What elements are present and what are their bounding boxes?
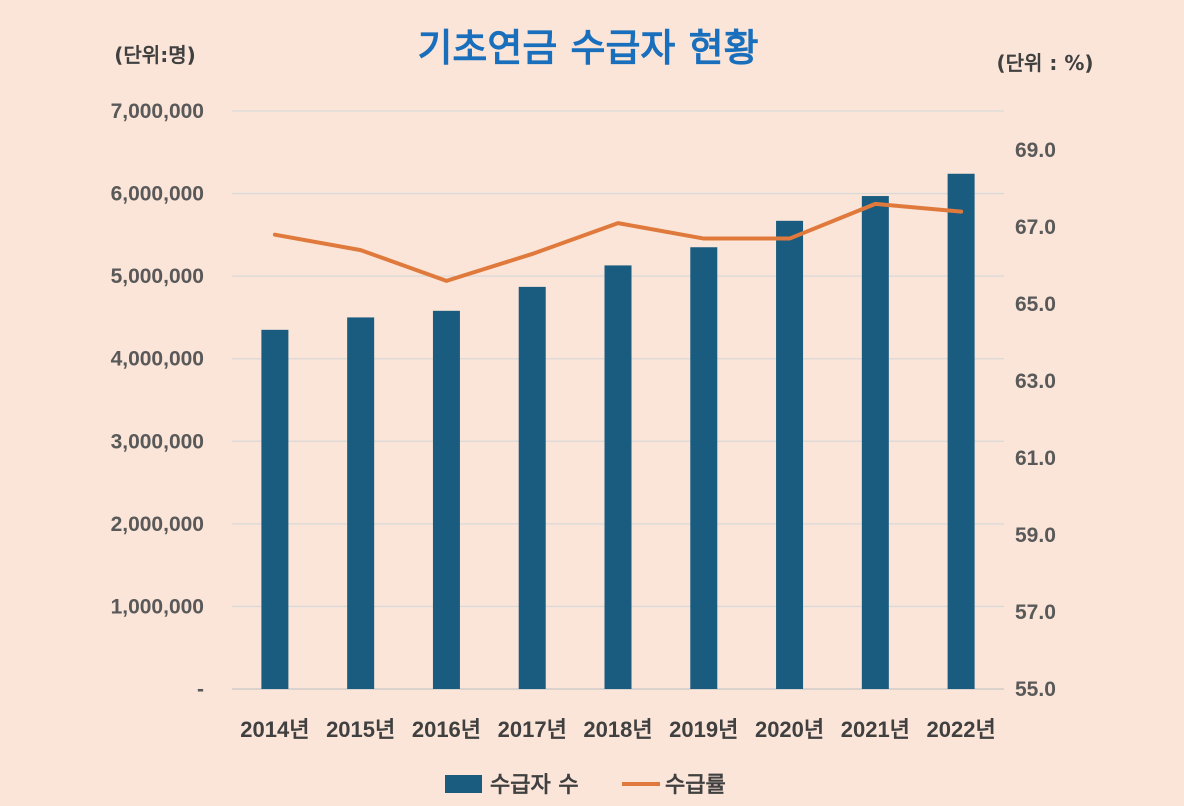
y-right-tick-label: 65.0 xyxy=(1015,293,1056,316)
x-tick-label: 2022년 xyxy=(927,717,996,742)
bar xyxy=(347,317,375,689)
bar xyxy=(604,265,632,689)
y-right-tick-label: 61.0 xyxy=(1015,447,1056,470)
y-right-tick-label: 69.0 xyxy=(1015,139,1056,162)
x-tick-label: 2019년 xyxy=(669,717,738,742)
x-tick-label: 2016년 xyxy=(412,717,481,742)
bar xyxy=(861,196,889,689)
x-tick-label: 2017년 xyxy=(498,717,567,742)
right-unit-label: (단위 : %) xyxy=(996,51,1093,75)
y-left-tick-label: 1,000,000 xyxy=(111,595,204,618)
y-left-tick-label: 4,000,000 xyxy=(111,348,204,371)
bar xyxy=(947,173,975,690)
legend-label-line: 수급률 xyxy=(665,773,726,798)
x-tick-label: 2015년 xyxy=(326,717,395,742)
line-series xyxy=(272,201,964,283)
x-axis: 2014년 2015년 2016년 2017년 2018년 2019년 2020년 2021년… xyxy=(240,717,995,742)
y-left-tick-label: 2,000,000 xyxy=(111,513,204,536)
bar xyxy=(518,286,546,689)
y-right-tick-label: 59.0 xyxy=(1015,524,1056,547)
x-tick-label: 2020년 xyxy=(755,717,824,742)
bar xyxy=(690,247,718,689)
bar xyxy=(776,220,804,689)
left-axis: - 1,000,000 2,000,000 3,000,000 4,000,000 5,0… xyxy=(111,100,204,701)
x-tick-label: 2014년 xyxy=(240,717,309,742)
x-tick-label: 2021년 xyxy=(841,717,910,742)
chart-title: 기초연금 수급자 현황 xyxy=(417,26,758,70)
x-tick-label: 2018년 xyxy=(583,717,652,742)
legend-label-bar: 수급자 수 xyxy=(490,773,579,798)
bar xyxy=(432,310,460,689)
y-left-tick-label: - xyxy=(197,678,204,701)
y-right-tick-label: 67.0 xyxy=(1015,216,1056,239)
y-right-tick-label: 57.0 xyxy=(1015,601,1056,624)
y-right-tick-label: 63.0 xyxy=(1015,370,1056,393)
y-left-tick-label: 6,000,000 xyxy=(111,183,204,206)
bar-series xyxy=(261,173,975,690)
right-axis: 55.0 57.0 59.0 61.0 63.0 65.0 67.0 69.0 xyxy=(1015,139,1056,701)
bar xyxy=(261,329,289,689)
legend-swatch-bar xyxy=(445,775,482,793)
left-unit-label: (단위:명) xyxy=(114,43,195,67)
y-left-tick-label: 5,000,000 xyxy=(111,265,204,288)
legend: 수급자 수 수급률 xyxy=(445,773,726,798)
y-left-tick-label: 3,000,000 xyxy=(111,430,204,453)
y-right-tick-label: 55.0 xyxy=(1015,678,1056,701)
y-left-tick-label: 7,000,000 xyxy=(111,100,204,123)
